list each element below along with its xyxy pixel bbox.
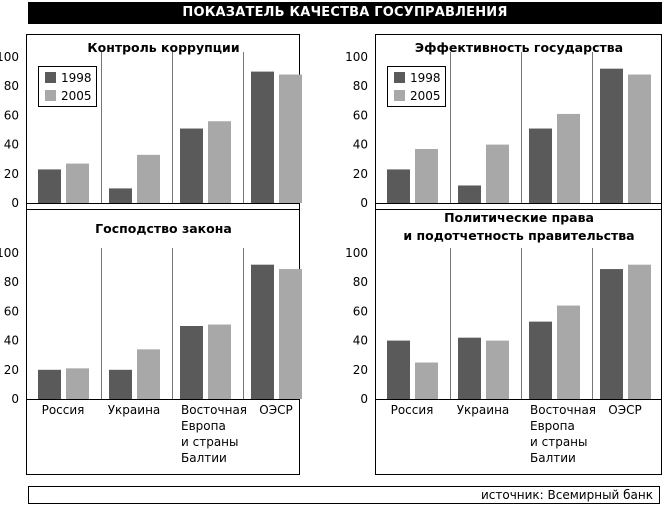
legend-swatch-1998 (394, 72, 405, 83)
x-tick-label: ОЭСР (608, 403, 641, 417)
bar-1998-4 (251, 264, 274, 399)
legend-swatch-2005 (45, 90, 56, 101)
chart-panel-3: Господство закона 0 20 40 60 80 100 (0, 221, 302, 406)
chart-title: и подотчетность правительства (403, 228, 634, 243)
legend-label-2005: 2005 (61, 89, 92, 103)
legend-label-1998: 1998 (410, 71, 441, 85)
bar-2005-4 (279, 74, 302, 204)
y-tick-label: 80 (4, 79, 19, 93)
source-text: источник: Всемирный банк (480, 488, 653, 502)
x-tick-label: Восточная (181, 403, 247, 417)
y-tick-label: 100 (0, 246, 19, 260)
source-footer: источник: Всемирный банк (28, 486, 660, 504)
y-tick-label: 80 (353, 275, 368, 289)
bar-2005-4 (279, 269, 302, 399)
x-tick-label: Европа (181, 419, 226, 433)
x-tick-label: ОЭСР (259, 403, 292, 417)
bar-1998-3 (180, 128, 203, 203)
bar-1998-1 (38, 169, 61, 203)
y-tick-label: 20 (4, 167, 19, 181)
y-tick-label: 60 (4, 304, 19, 318)
chart-panel-2: Эффективность государства 0 20 40 60 80 100 199… (345, 40, 662, 210)
bar-1998-4 (600, 68, 623, 204)
bar-2005-2 (486, 144, 509, 203)
bar-1998-3 (529, 128, 552, 203)
bar-2005-4 (628, 74, 651, 204)
bar-1998-3 (180, 326, 203, 399)
right-panel-frame (375, 34, 662, 475)
page-title: ПОКАЗАТЕЛЬ КАЧЕСТВА ГОСУПРАВЛЕНИЯ (28, 2, 662, 24)
y-tick-label: 20 (4, 363, 19, 377)
x-tick-label: Восточная (530, 403, 596, 417)
legend-box (387, 66, 446, 107)
bar-2005-2 (486, 340, 509, 399)
y-tick-label: 20 (353, 363, 368, 377)
y-tick-label: 80 (4, 275, 19, 289)
bar-1998-4 (251, 71, 274, 203)
legend-label-1998: 1998 (61, 71, 92, 85)
bar-1998-2 (109, 369, 132, 399)
x-tick-label: Европа (530, 419, 575, 433)
bar-2005-3 (208, 324, 231, 399)
bar-1998-2 (109, 188, 132, 203)
y-tick-label: 20 (353, 167, 368, 181)
x-tick-label: Украина (108, 403, 161, 417)
legend-swatch-1998 (45, 72, 56, 83)
y-tick-label: 100 (345, 246, 368, 260)
y-tick-label: 100 (345, 50, 368, 64)
legend-swatch-2005 (394, 90, 405, 101)
legend-label-2005: 2005 (410, 89, 441, 103)
x-tick-label: Балтии (530, 451, 576, 465)
chart-panel-4: Политические права и подотчетность правит… (345, 210, 662, 406)
chart-panel-1: Контроль коррупции 0 20 40 60 80 100 1998 2005 (0, 40, 302, 210)
chart-grid: Контроль коррупции02040608010019982005Эф… (0, 34, 662, 475)
y-tick-label: 0 (11, 196, 19, 210)
y-tick-label: 40 (4, 334, 19, 348)
y-tick-label: 60 (4, 108, 19, 122)
bar-2005-3 (208, 121, 231, 203)
x-tick-label: и страны (181, 435, 239, 449)
chart-title: Господство закона (95, 221, 232, 236)
bar-2005-2 (137, 349, 160, 399)
bar-2005-3 (557, 113, 580, 203)
bar-2005-1 (66, 368, 89, 399)
bar-1998-3 (529, 321, 552, 399)
chart-title: Контроль коррупции (87, 40, 239, 55)
x-tick-label: Украина (457, 403, 510, 417)
bar-2005-3 (557, 305, 580, 399)
y-tick-label: 0 (360, 392, 368, 406)
y-tick-label: 0 (11, 392, 19, 406)
bar-2005-1 (415, 362, 438, 399)
bar-2005-4 (628, 264, 651, 399)
y-tick-label: 0 (360, 196, 368, 210)
x-tick-label: Россия (391, 403, 434, 417)
bar-2005-2 (137, 154, 160, 203)
y-tick-label: 40 (353, 334, 368, 348)
x-tick-label: Россия (42, 403, 85, 417)
y-tick-label: 40 (4, 138, 19, 152)
bar-1998-2 (458, 337, 481, 399)
bar-1998-1 (387, 169, 410, 203)
left-panel-frame (26, 34, 300, 475)
bar-2005-1 (66, 163, 89, 203)
bar-1998-1 (387, 340, 410, 399)
bar-1998-2 (458, 185, 481, 203)
y-tick-label: 60 (353, 304, 368, 318)
chart-title: Политические права (444, 210, 594, 225)
y-tick-label: 100 (0, 50, 19, 64)
y-tick-label: 80 (353, 79, 368, 93)
bar-1998-4 (600, 269, 623, 399)
bar-2005-1 (415, 148, 438, 203)
y-tick-label: 60 (353, 108, 368, 122)
chart-title: Эффективность государства (415, 40, 623, 55)
bar-1998-1 (38, 369, 61, 399)
y-tick-label: 40 (353, 138, 368, 152)
x-tick-label: Балтии (181, 451, 227, 465)
x-tick-label: и страны (530, 435, 588, 449)
